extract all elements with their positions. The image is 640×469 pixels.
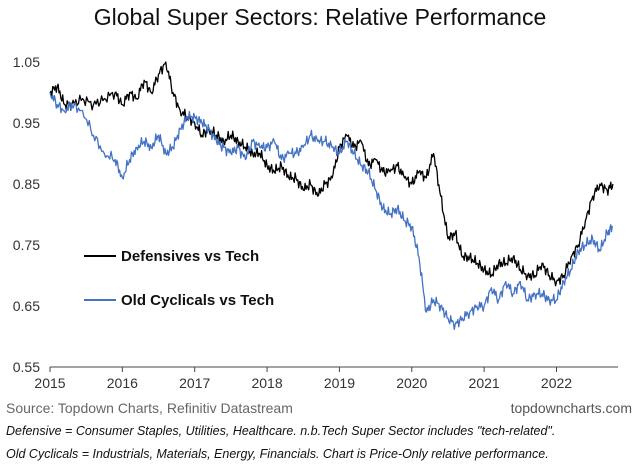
chart-title: Global Super Sectors: Relative Performan…: [93, 4, 547, 30]
source-note: Source: Topdown Charts, Refinitiv Datast…: [6, 400, 293, 416]
x-axis-ticks: 2015 2016 2017 2018 2019 2020 2021 2022: [34, 367, 572, 391]
y-tick-label: 0.95: [13, 115, 40, 131]
y-tick-label: 0.85: [13, 176, 40, 192]
x-tick-label: 2017: [179, 375, 210, 391]
y-tick-label: 0.75: [13, 237, 40, 253]
legend-label: Old Cyclicals vs Tech: [121, 292, 274, 309]
x-tick-label: 2020: [396, 375, 427, 391]
y-axis-ticks: 1.05 0.95 0.85 0.75 0.65 0.55: [13, 54, 40, 375]
series-line-old-cyclicals-vs-tech: [49, 92, 614, 331]
x-tick-label: 2015: [34, 375, 65, 391]
x-tick-label: 2016: [107, 375, 138, 391]
website-label: topdowncharts.com: [510, 400, 632, 416]
series-layer: [49, 61, 614, 331]
legend-label: Defensives vs Tech: [121, 248, 259, 265]
legend: Defensives vs Tech Old Cyclicals vs Tech: [84, 248, 274, 309]
definition-note-cyclicals: Old Cyclicals = Industrials, Materials, …: [6, 447, 549, 461]
line-chart: 2015 2016 2017 2018 2019 2020 2021 2022 1.05 0.9…: [13, 54, 618, 391]
y-tick-label: 0.65: [13, 298, 40, 314]
x-tick-label: 2021: [469, 375, 500, 391]
series-line-defensives-vs-tech: [49, 61, 614, 287]
x-tick-label: 2018: [251, 375, 282, 391]
y-tick-label: 1.05: [13, 54, 40, 70]
definition-note-defensives: Defensive = Consumer Staples, Utilities,…: [6, 424, 556, 438]
y-tick-label: 0.55: [13, 359, 40, 375]
x-tick-label: 2019: [324, 375, 355, 391]
x-tick-label: 2022: [541, 375, 572, 391]
